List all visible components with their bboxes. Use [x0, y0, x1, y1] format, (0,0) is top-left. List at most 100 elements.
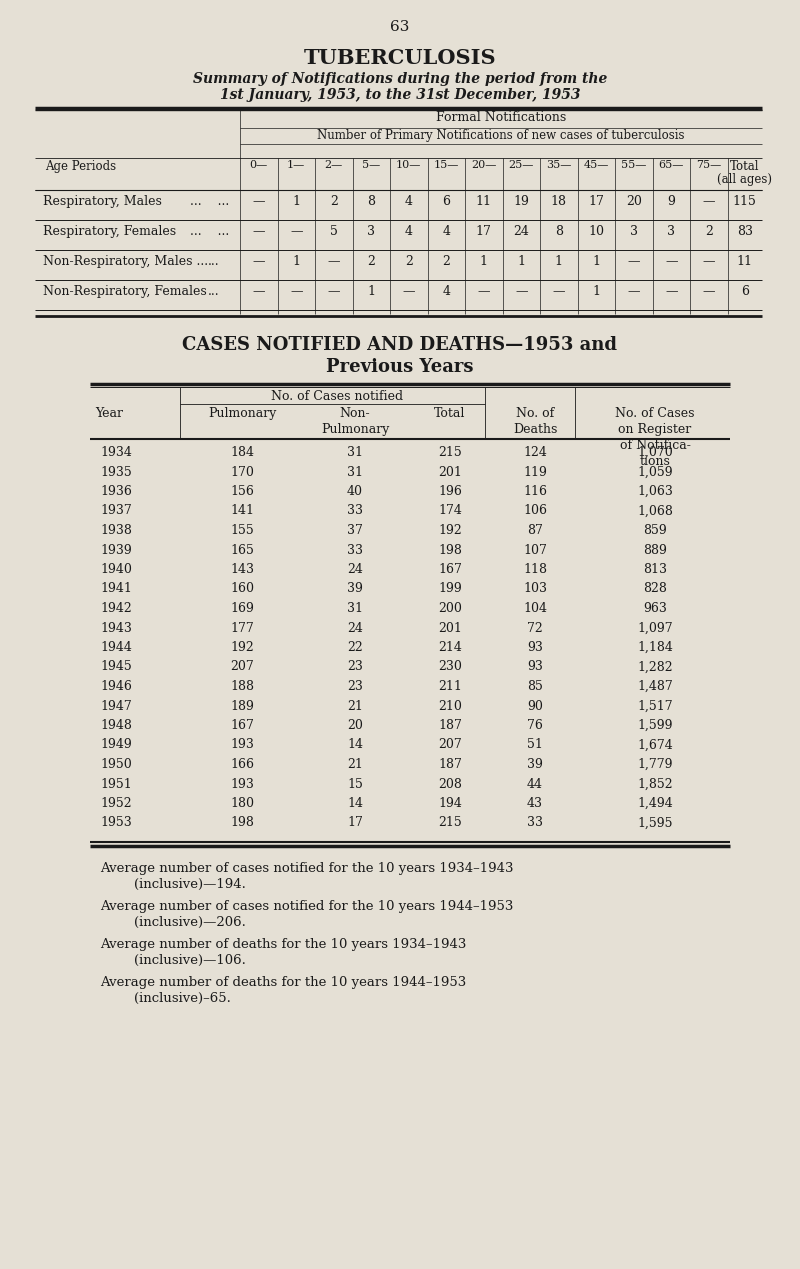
- Text: 104: 104: [523, 602, 547, 615]
- Text: 1,595: 1,595: [638, 816, 673, 830]
- Text: 141: 141: [230, 505, 254, 518]
- Text: 93: 93: [527, 641, 543, 654]
- Text: 1943: 1943: [100, 622, 132, 634]
- Text: 20—: 20—: [471, 160, 497, 170]
- Text: 8: 8: [367, 195, 375, 208]
- Text: 5: 5: [330, 225, 338, 239]
- Text: 33: 33: [347, 505, 363, 518]
- Text: 118: 118: [523, 563, 547, 576]
- Text: 230: 230: [438, 660, 462, 674]
- Text: 43: 43: [527, 797, 543, 810]
- Text: 10: 10: [588, 225, 604, 239]
- Text: 33: 33: [527, 816, 543, 830]
- Text: —: —: [702, 195, 715, 208]
- Text: —: —: [253, 225, 265, 239]
- Text: 1939: 1939: [100, 543, 132, 557]
- Text: 1944: 1944: [100, 641, 132, 654]
- Text: (inclusive)—106.: (inclusive)—106.: [100, 954, 246, 967]
- Text: 1,282: 1,282: [637, 660, 673, 674]
- Text: Non-Respiratory, Males ...: Non-Respiratory, Males ...: [43, 255, 208, 268]
- Text: 201: 201: [438, 466, 462, 478]
- Text: 1: 1: [592, 286, 600, 298]
- Text: 1: 1: [592, 255, 600, 268]
- Text: 18: 18: [550, 195, 566, 208]
- Text: 1,070: 1,070: [637, 445, 673, 459]
- Text: 189: 189: [230, 699, 254, 712]
- Text: 211: 211: [438, 680, 462, 693]
- Text: 1945: 1945: [100, 660, 132, 674]
- Text: Average number of deaths for the 10 years 1934–1943: Average number of deaths for the 10 year…: [100, 938, 466, 950]
- Text: 40: 40: [347, 485, 363, 497]
- Text: 6: 6: [442, 195, 450, 208]
- Text: 214: 214: [438, 641, 462, 654]
- Text: 1: 1: [518, 255, 526, 268]
- Text: 2: 2: [405, 255, 413, 268]
- Text: 1942: 1942: [100, 602, 132, 615]
- Text: 177: 177: [230, 622, 254, 634]
- Text: 207: 207: [438, 739, 462, 751]
- Text: Number of Primary Notifications of new cases of tuberculosis: Number of Primary Notifications of new c…: [318, 129, 685, 142]
- Text: 215: 215: [438, 445, 462, 459]
- Text: CASES NOTIFIED AND DEATHS—1953 and: CASES NOTIFIED AND DEATHS—1953 and: [182, 336, 618, 354]
- Text: 115: 115: [733, 195, 757, 208]
- Text: Respiratory, Females: Respiratory, Females: [43, 225, 176, 239]
- Text: ...    ...: ... ...: [190, 225, 230, 239]
- Text: 184: 184: [230, 445, 254, 459]
- Text: 124: 124: [523, 445, 547, 459]
- Text: Summary of Notifications during the period from the: Summary of Notifications during the peri…: [193, 72, 607, 86]
- Text: 215: 215: [438, 816, 462, 830]
- Text: Non-Respiratory, Females: Non-Respiratory, Females: [43, 286, 206, 298]
- Text: 23: 23: [347, 660, 363, 674]
- Text: No. of Cases
on Register
of Notifica-
tions: No. of Cases on Register of Notifica- ti…: [615, 407, 694, 468]
- Text: 85: 85: [527, 680, 543, 693]
- Text: 1,494: 1,494: [637, 797, 673, 810]
- Text: 187: 187: [438, 720, 462, 732]
- Text: 199: 199: [438, 582, 462, 595]
- Text: —: —: [627, 255, 640, 268]
- Text: 143: 143: [230, 563, 254, 576]
- Text: 1,068: 1,068: [637, 505, 673, 518]
- Text: 1950: 1950: [100, 758, 132, 772]
- Text: 75—: 75—: [696, 160, 722, 170]
- Text: 45—: 45—: [583, 160, 609, 170]
- Text: 1,184: 1,184: [637, 641, 673, 654]
- Text: 5—: 5—: [362, 160, 380, 170]
- Text: 31: 31: [347, 602, 363, 615]
- Text: TUBERCULOSIS: TUBERCULOSIS: [304, 48, 496, 69]
- Text: —: —: [290, 286, 302, 298]
- Text: 1st January, 1953, to the 31st December, 1953: 1st January, 1953, to the 31st December,…: [220, 88, 580, 102]
- Text: 170: 170: [230, 466, 254, 478]
- Text: 1953: 1953: [100, 816, 132, 830]
- Text: 1946: 1946: [100, 680, 132, 693]
- Text: 2: 2: [330, 195, 338, 208]
- Text: 55—: 55—: [621, 160, 646, 170]
- Text: 103: 103: [523, 582, 547, 595]
- Text: 1936: 1936: [100, 485, 132, 497]
- Text: 17: 17: [588, 195, 604, 208]
- Text: 44: 44: [527, 778, 543, 791]
- Text: 1937: 1937: [100, 505, 132, 518]
- Text: 0—: 0—: [250, 160, 268, 170]
- Text: 33: 33: [347, 543, 363, 557]
- Text: 3: 3: [630, 225, 638, 239]
- Text: ...    ...: ... ...: [190, 195, 230, 208]
- Text: —: —: [253, 286, 265, 298]
- Text: 2: 2: [705, 225, 713, 239]
- Text: 17: 17: [476, 225, 492, 239]
- Text: 9: 9: [667, 195, 675, 208]
- Text: 198: 198: [230, 816, 254, 830]
- Text: No. of
Deaths: No. of Deaths: [513, 407, 557, 437]
- Text: 1: 1: [554, 255, 562, 268]
- Text: Average number of deaths for the 10 years 1944–1953: Average number of deaths for the 10 year…: [100, 976, 466, 989]
- Text: 1938: 1938: [100, 524, 132, 537]
- Text: 11: 11: [737, 255, 753, 268]
- Text: 31: 31: [347, 445, 363, 459]
- Text: 174: 174: [438, 505, 462, 518]
- Text: 200: 200: [438, 602, 462, 615]
- Text: 155: 155: [230, 524, 254, 537]
- Text: 1: 1: [292, 195, 300, 208]
- Text: 2: 2: [367, 255, 375, 268]
- Text: —: —: [627, 286, 640, 298]
- Text: 23: 23: [347, 680, 363, 693]
- Text: 90: 90: [527, 699, 543, 712]
